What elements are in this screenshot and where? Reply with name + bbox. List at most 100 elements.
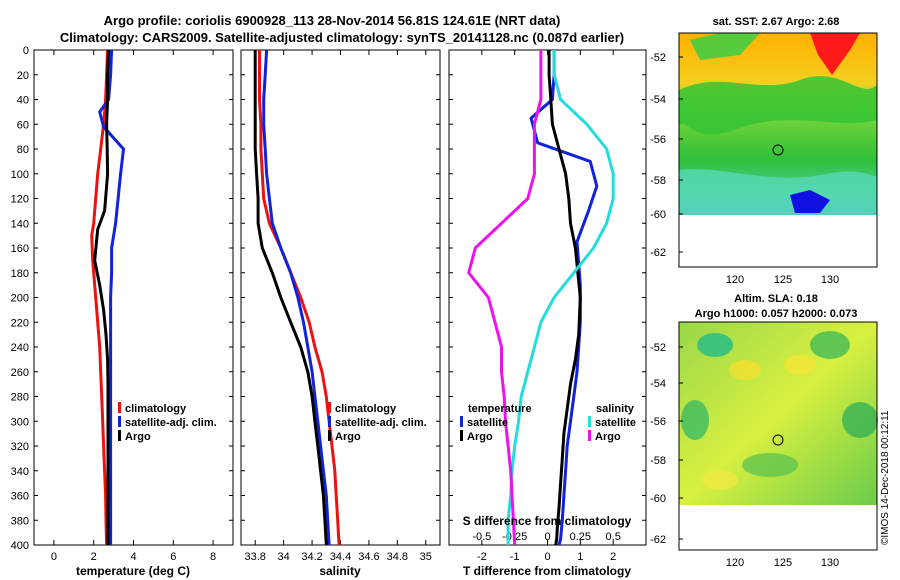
legend-swatch-argo [118,430,121,441]
legend-climatology: climatology [335,403,397,415]
x-tick-label: 34 [278,551,290,563]
depth-axis-labels: 0 20 40 60 80 100 120 140 160 180 200 220 240 260 280 3… [11,45,29,552]
sla-low-5 [742,453,798,477]
legend-s-argo: Argo [595,431,621,443]
sla-lon-label: 130 [821,557,839,569]
s-tick-label: -0.5 [472,531,491,543]
temperature-legend: climatology satellite-adj. clim. Argo [118,402,217,443]
x-tick-label: 2 [610,551,616,563]
depth-tick-label: 100 [11,169,29,181]
legend-argo: Argo [335,431,361,443]
legend-swatch-t-argo [460,430,463,441]
depth-tick-label: 220 [11,317,29,329]
difference-legend-temperature: temperature satellite Argo [460,403,532,443]
depth-tick-label: 340 [11,466,29,478]
s-difference-xlabel: S difference from climatology [463,514,632,528]
sla-high-2 [784,355,816,375]
sst-cool-band [679,169,877,215]
legend-s-satellite: satellite [595,417,636,429]
x-tick-label: 4 [130,551,136,563]
sst-map-title: sat. SST: 2.67 Argo: 2.68 [713,16,840,28]
x-tick-label: -2 [477,551,487,563]
legend-swatch-argo [328,430,331,441]
depth-tick-label: 280 [11,392,29,404]
salinity-panel-frame [240,49,441,546]
sst-lon-label: 125 [774,274,792,286]
salinity-xlabel: salinity [319,564,361,578]
sla-high-1 [729,360,761,380]
sla-lat-label: -52 [650,342,666,354]
footer-credit: ©IMOS 14-Dec-2018 00:12:11 [880,410,891,545]
legend-swatch-climatology [328,402,331,413]
depth-tick-label: 0 [23,45,29,57]
legend-swatch-climatology [118,402,121,413]
sst-green-band [679,76,877,135]
main-title-line2: Climatology: CARS2009. Satellite-adjuste… [60,30,624,45]
x-tick-label: 35 [420,551,432,563]
legend-swatch-satellite-adj [328,416,331,427]
depth-tick-label: 80 [17,144,29,156]
legend-swatch-t-satellite [460,416,463,427]
depth-tick-label: 260 [11,367,29,379]
sst-lat-label: -58 [650,175,666,187]
legend-argo: Argo [125,431,151,443]
depth-tick-label: 160 [11,243,29,255]
sla-lat-label: -58 [650,455,666,467]
sla-low-3 [681,400,709,440]
sla-map [678,321,878,551]
x-tick-label: 0 [51,551,57,563]
legend-swatch-s-satellite [588,416,591,427]
sla-lat-label: -60 [650,493,666,505]
temperature-xlabel: temperature (deg C) [76,564,190,578]
difference-series [467,50,615,545]
depth-tick-label: 380 [11,515,29,527]
legend-t-argo: Argo [467,431,493,443]
legend-salinity-heading: salinity [596,403,635,415]
sst-lon-label: 120 [726,274,744,286]
series-line-climatology [258,50,341,545]
x-tick-label: -1 [510,551,520,563]
sst-lat-label: -56 [650,134,666,146]
x-tick-label: 33.8 [245,551,266,563]
s-tick-label: 0.5 [606,531,621,543]
salinity-legend: climatology satellite-adj. clim. Argo [328,402,427,443]
x-tick-label: 34.4 [330,551,351,563]
legend-temperature-heading: temperature [468,403,532,415]
temperature-series [90,50,125,545]
sla-lon-label: 120 [726,557,744,569]
sla-low-4 [842,402,878,438]
depth-tick-label: 200 [11,293,29,305]
sst-map [678,32,878,268]
sst-lat-label: -62 [650,247,666,259]
legend-swatch-satellite-adj [118,416,121,427]
legend-satellite-adj: satellite-adj. clim. [125,417,217,429]
depth-tick-label: 360 [11,491,29,503]
depth-tick-label: 40 [17,95,29,107]
sla-low-1 [697,333,733,357]
legend-swatch-s-argo [588,430,591,441]
depth-tick-label: 120 [11,194,29,206]
x-tick-label: 34.8 [387,551,408,563]
sla-map-frame [678,321,878,551]
series-line-argo [467,50,543,545]
sst-lat-label: -60 [650,209,666,221]
sla-map-title-line2: Argo h1000: 0.057 h2000: 0.073 [695,308,858,320]
sla-lon-label: 125 [774,557,792,569]
sst-lon-label: 130 [821,274,839,286]
axis-ticks [34,49,646,546]
x-tick-label: 34.6 [358,551,379,563]
sla-lat-label: -56 [650,416,666,428]
x-tick-label: 2 [91,551,97,563]
sla-low-2 [810,331,850,359]
difference-legend-salinity: salinity satellite Argo [588,403,636,443]
x-tick-label: 8 [210,551,216,563]
sst-green-patch [690,33,760,60]
sst-lat-label: -54 [650,94,666,106]
sla-argo-position-marker [772,434,784,446]
series-line-climatology [90,50,110,545]
s-tick-label: 0 [544,531,550,543]
sst-blue-patch [790,190,830,213]
depth-tick-label: 300 [11,416,29,428]
